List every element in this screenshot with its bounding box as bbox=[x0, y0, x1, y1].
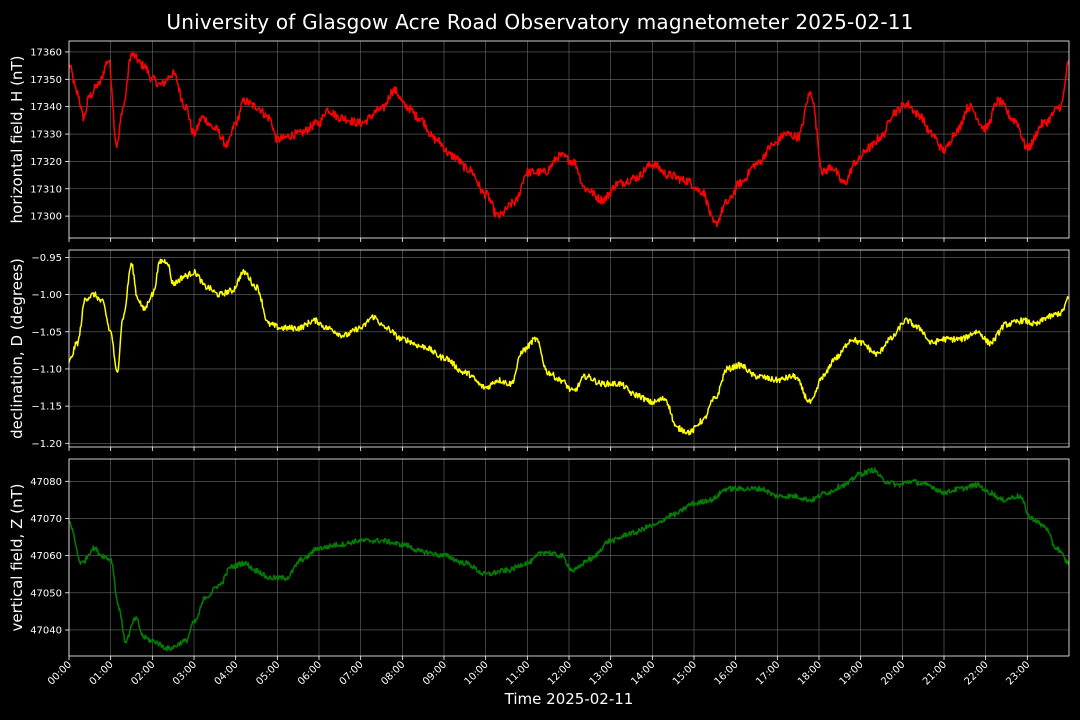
x-tick-label: 06:00 bbox=[296, 659, 324, 687]
x-tick-label: 05:00 bbox=[254, 659, 282, 687]
x-tick-label: 13:00 bbox=[588, 659, 616, 687]
y-tick-label: −0.95 bbox=[31, 253, 62, 264]
x-tick-label: 19:00 bbox=[838, 659, 866, 687]
y-tick-label: 17340 bbox=[30, 102, 62, 113]
x-tick-label: 03:00 bbox=[171, 659, 199, 687]
series-line-3 bbox=[68, 467, 1070, 652]
x-tick-label: 16:00 bbox=[713, 659, 741, 687]
y-tick-label: −1.15 bbox=[31, 402, 62, 413]
x-tick-label: 21:00 bbox=[921, 659, 949, 687]
x-tick-label: 02:00 bbox=[129, 659, 157, 687]
y-tick-label: 47060 bbox=[30, 551, 62, 562]
x-axis-label: Time 2025-02-11 bbox=[504, 690, 634, 708]
x-tick-label: 00:00 bbox=[46, 659, 74, 687]
y-tick-label: 17350 bbox=[30, 75, 62, 86]
x-tick-label: 12:00 bbox=[546, 659, 574, 687]
y-axis-label: vertical field, Z (nT) bbox=[8, 483, 26, 631]
y-tick-label: 17310 bbox=[30, 184, 62, 195]
x-tick-label: 18:00 bbox=[796, 659, 824, 687]
x-tick-label: 11:00 bbox=[504, 659, 532, 687]
panel-frame bbox=[68, 249, 1070, 448]
y-axis-label: horizontal field, H (nT) bbox=[8, 56, 26, 224]
x-tick-label: 01:00 bbox=[88, 659, 116, 687]
chart-title: University of Glasgow Acre Road Observat… bbox=[166, 10, 914, 34]
y-tick-label: 17330 bbox=[30, 130, 62, 141]
y-tick-label: 17300 bbox=[30, 212, 62, 223]
y-tick-label: −1.00 bbox=[31, 290, 62, 301]
panel-frame bbox=[68, 40, 1070, 239]
x-tick-label: 09:00 bbox=[421, 659, 449, 687]
x-tick-label: 07:00 bbox=[338, 659, 366, 687]
x-tick-label: 22:00 bbox=[963, 659, 991, 687]
y-tick-label: 47040 bbox=[30, 625, 62, 636]
y-tick-label: 47050 bbox=[30, 588, 62, 599]
y-tick-label: −1.10 bbox=[31, 364, 62, 375]
y-tick-label: 17320 bbox=[30, 157, 62, 168]
y-axis-label: declination, D (degrees) bbox=[8, 258, 26, 439]
x-tick-label: 04:00 bbox=[213, 659, 241, 687]
y-tick-label: 47070 bbox=[30, 514, 62, 525]
panel-frame bbox=[68, 458, 1070, 657]
x-tick-label: 23:00 bbox=[1004, 659, 1032, 687]
y-tick-label: 47080 bbox=[30, 477, 62, 488]
x-tick-label: 20:00 bbox=[879, 659, 907, 687]
x-tick-label: 17:00 bbox=[754, 659, 782, 687]
y-tick-label: 17360 bbox=[30, 47, 62, 58]
series-line-1 bbox=[68, 51, 1070, 228]
y-tick-label: −1.20 bbox=[31, 439, 62, 450]
y-tick-label: −1.05 bbox=[31, 327, 62, 338]
x-tick-label: 15:00 bbox=[671, 659, 699, 687]
series-line-2 bbox=[68, 258, 1070, 436]
x-tick-label: 08:00 bbox=[379, 659, 407, 687]
x-tick-label: 14:00 bbox=[629, 659, 657, 687]
x-tick-label: 10:00 bbox=[463, 659, 491, 687]
